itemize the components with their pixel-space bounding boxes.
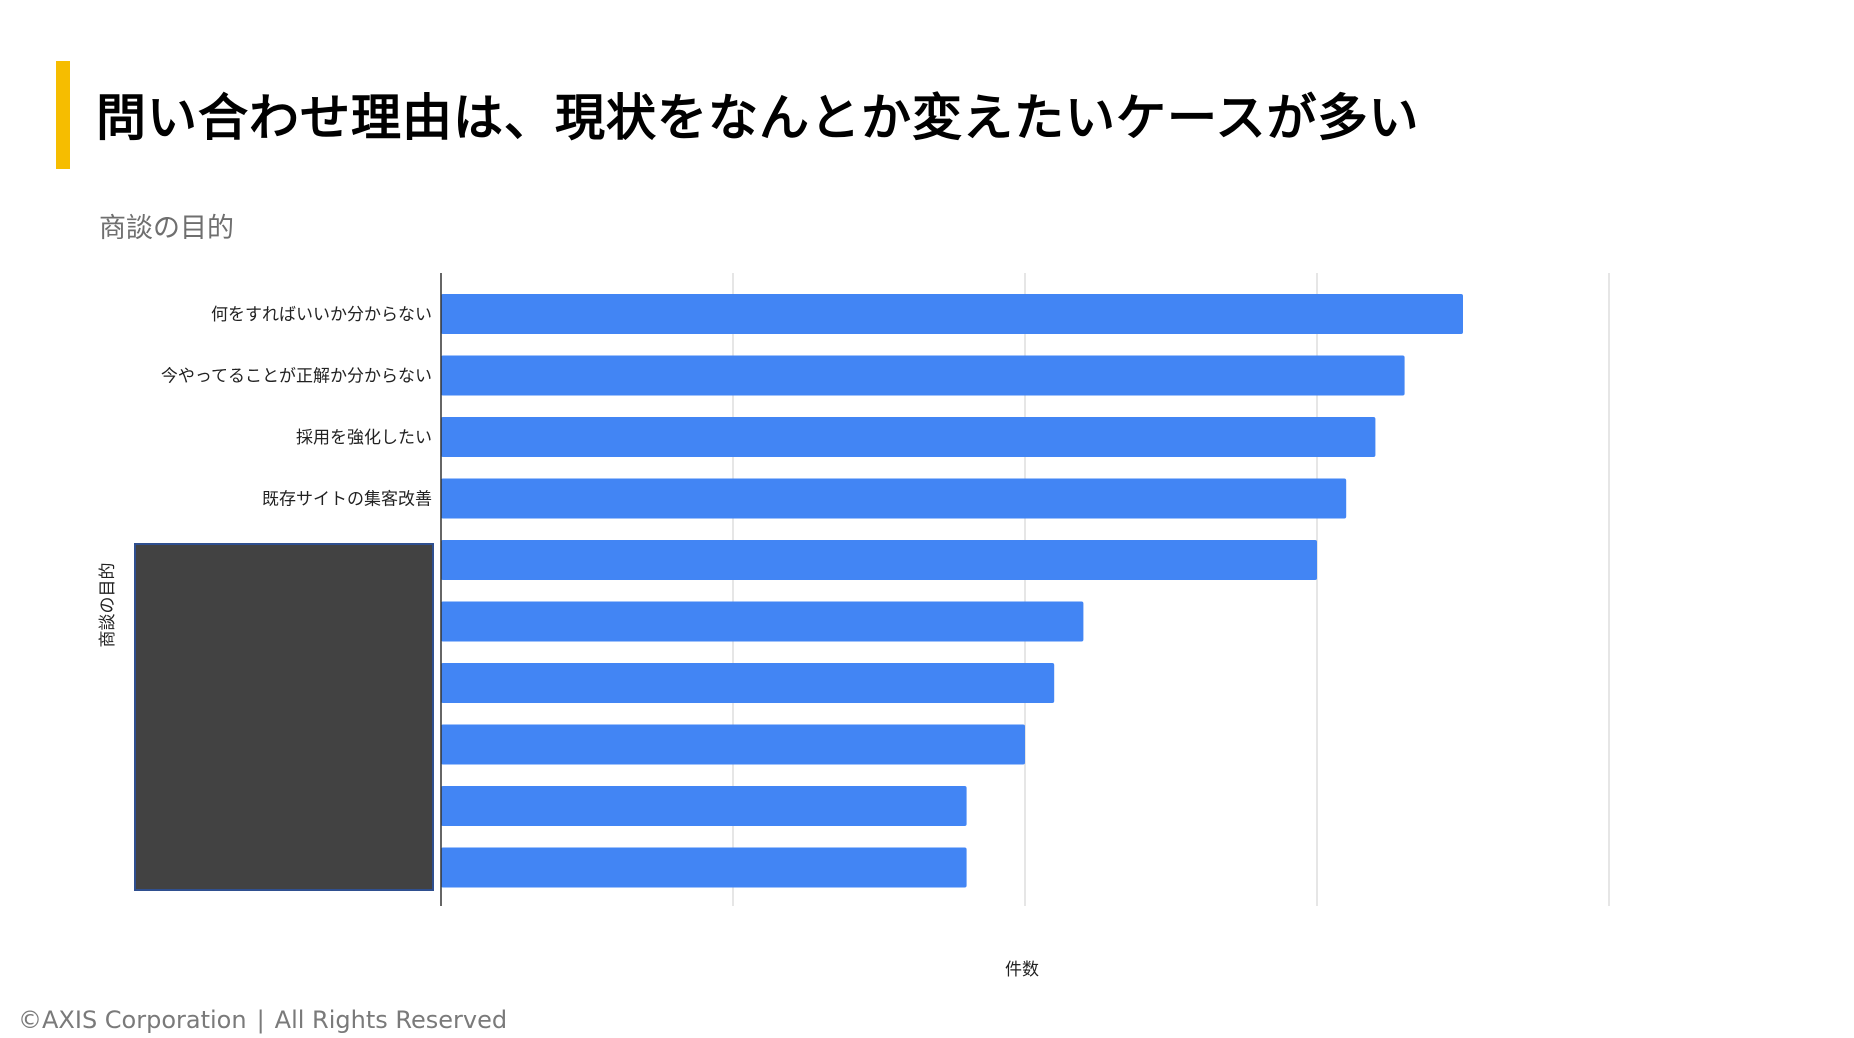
bar — [441, 786, 967, 826]
title-accent-bar — [56, 61, 70, 169]
bar — [441, 663, 1055, 703]
category-label: 今やってることが正解か分からない — [161, 367, 432, 387]
category-label: 既存サイトの集客改善 — [262, 490, 432, 510]
slide-title: 問い合わせ理由は、現状をなんとか変えたいケースが多い — [96, 89, 1420, 147]
redaction-block — [134, 543, 434, 891]
chart-title: 商談の目的 — [99, 213, 234, 244]
bar-chart: 何をすればいいか分からない今やってることが正解か分からない採用を強化したい既存サ… — [98, 273, 1610, 980]
bar — [441, 724, 1025, 765]
bar — [441, 355, 1405, 396]
footer-rights: All Rights Reserved — [274, 1006, 508, 1034]
bar — [441, 294, 1463, 334]
chart-category-labels: 何をすればいいか分からない今やってることが正解か分からない採用を強化したい既存サ… — [161, 305, 432, 510]
bar — [441, 478, 1347, 519]
footer: ©AXIS Corporation | All Rights Reserved — [18, 1006, 507, 1034]
y-axis-title: 商談の目的 — [98, 563, 118, 648]
footer-separator: | — [256, 1006, 265, 1034]
bar — [441, 540, 1317, 580]
x-axis-title: 件数 — [1005, 960, 1039, 980]
category-label: 何をすればいいか分からない — [211, 305, 432, 325]
bar — [441, 601, 1084, 642]
category-label: 採用を強化したい — [296, 428, 432, 448]
bar — [441, 417, 1376, 457]
footer-copyright: ©AXIS Corporation — [18, 1006, 247, 1034]
chart-bars — [441, 294, 1463, 888]
bar — [441, 847, 967, 888]
